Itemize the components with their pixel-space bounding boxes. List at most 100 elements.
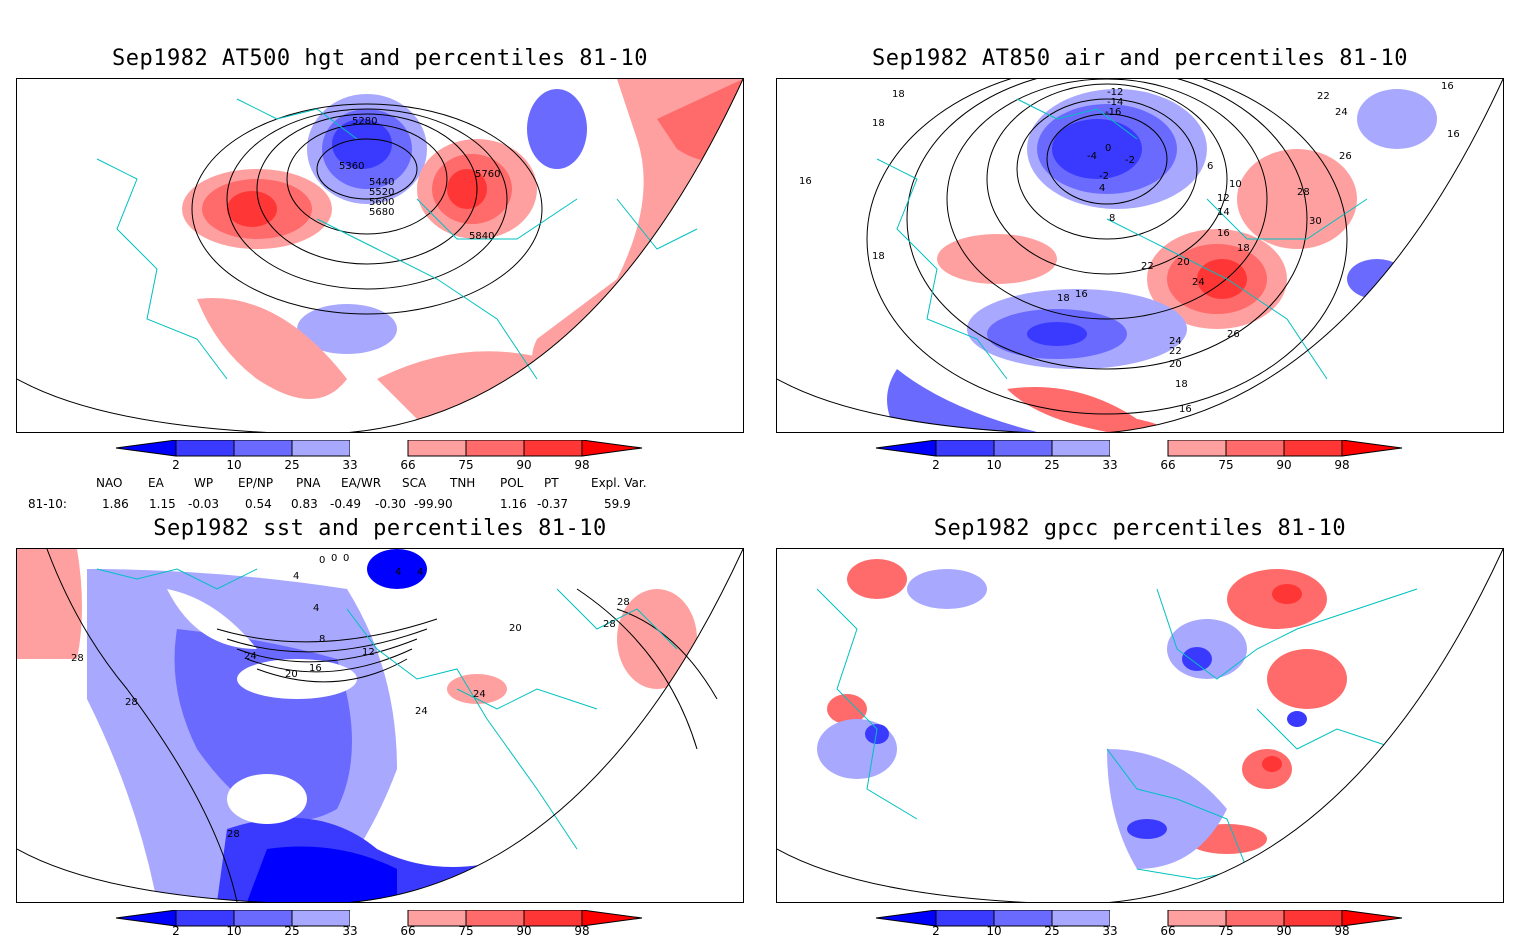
index-header: EA bbox=[148, 476, 164, 490]
contour-label: 0 bbox=[1105, 143, 1111, 154]
colorbar-tick: 25 bbox=[284, 458, 300, 472]
contour-label: 16 bbox=[1441, 81, 1454, 92]
panel-title-hgt500: Sep1982 AT500 hgt and percentiles 81-10 bbox=[111, 46, 649, 71]
colorbar-tick: 10 bbox=[986, 458, 1002, 472]
colorbar-swatches bbox=[875, 440, 1403, 457]
map-panel-gpcc bbox=[776, 548, 1504, 903]
colorbar-tick: 75 bbox=[458, 924, 474, 938]
colorbar-tick: 98 bbox=[1334, 458, 1350, 472]
contour-label: 26 bbox=[1227, 329, 1240, 340]
colorbar-tick: 10 bbox=[226, 924, 242, 938]
colorbar-tick: 90 bbox=[1276, 458, 1292, 472]
colorbar-tick: 90 bbox=[516, 924, 532, 938]
contour-label: -2 bbox=[1099, 171, 1109, 182]
index-value: 0.54 bbox=[245, 497, 272, 511]
colorbar-tick: 2 bbox=[932, 924, 940, 938]
colorbar-tick: 10 bbox=[986, 924, 1002, 938]
contour-label: 12 bbox=[362, 647, 375, 658]
contour-label: 28 bbox=[125, 697, 138, 708]
contour-label: 8 bbox=[1109, 213, 1115, 224]
colorbar-sst: 2 10 25 33 66 75 90 98 bbox=[114, 910, 644, 946]
contour-label: 16 bbox=[1217, 228, 1230, 239]
colorbar-swatches bbox=[115, 910, 643, 927]
contour-label: 5840 bbox=[469, 231, 494, 242]
index-row-label: 81-10: bbox=[28, 497, 67, 511]
contour-label: 4 bbox=[417, 567, 423, 578]
contour-label: 24 bbox=[473, 689, 486, 700]
colorbar-tick: 33 bbox=[342, 924, 358, 938]
contour-label: 16 bbox=[799, 176, 812, 187]
contour-label: 24 bbox=[1335, 107, 1348, 118]
contour-label: 24 bbox=[244, 651, 257, 662]
index-value: 0.83 bbox=[291, 497, 318, 511]
contour-label: 4 bbox=[1099, 183, 1105, 194]
colorbar-tick: 90 bbox=[1276, 924, 1292, 938]
contour-label: 5280 bbox=[352, 116, 377, 127]
colorbar-tick: 25 bbox=[1044, 924, 1060, 938]
contour-label: -12 bbox=[1107, 87, 1123, 98]
contour-label: -4 bbox=[1087, 151, 1097, 162]
contour-label: 28 bbox=[227, 829, 240, 840]
contour-label: 22 bbox=[1317, 91, 1330, 102]
contour-label: 18 bbox=[872, 118, 885, 129]
index-header: EP/NP bbox=[238, 476, 274, 490]
contour-label: 5360 bbox=[339, 161, 364, 172]
contour-label: -2 bbox=[1125, 155, 1135, 166]
colorbar-tick: 66 bbox=[400, 458, 416, 472]
contour-label: 0 bbox=[331, 553, 337, 564]
map-sst: 4 0 0 0 4 4 4 8 12 16 20 24 24 20 28 28 … bbox=[17, 549, 743, 902]
index-value: 59.9 bbox=[604, 497, 631, 511]
contour-label: 4 bbox=[395, 567, 401, 578]
index-value: -0.03 bbox=[188, 497, 220, 511]
colorbar-tick: 10 bbox=[226, 458, 242, 472]
contour-label: 16 bbox=[1179, 404, 1192, 415]
contour-label: 8 bbox=[319, 634, 325, 645]
index-value: -0.30 bbox=[375, 497, 407, 511]
index-value: -99.90 bbox=[414, 497, 453, 511]
contour-label: 6 bbox=[1207, 161, 1213, 172]
contour-label: 5680 bbox=[369, 207, 394, 218]
map-gpcc bbox=[777, 549, 1503, 902]
index-header: EA/WR bbox=[341, 476, 382, 490]
index-header: Expl. Var. bbox=[591, 476, 647, 490]
contour-label: 18 bbox=[1175, 379, 1188, 390]
map-panel-air850: 18 18 16 18 -12 -14 -16 -4 -2 0 -2 4 6 8… bbox=[776, 78, 1504, 433]
contour-label: 4 bbox=[293, 571, 299, 582]
contour-label: 5440 bbox=[369, 177, 394, 188]
index-header: POL bbox=[500, 476, 524, 490]
contour-label: 5520 bbox=[369, 187, 394, 198]
index-value: -0.37 bbox=[537, 497, 569, 511]
colorbar-tick: 98 bbox=[574, 458, 590, 472]
colorbar-air850: 2 10 25 33 66 75 90 98 bbox=[874, 440, 1404, 476]
colorbar-tick: 75 bbox=[458, 458, 474, 472]
colorbar-tick: 90 bbox=[516, 458, 532, 472]
map-panel-sst: 4 0 0 0 4 4 4 8 12 16 20 24 24 20 28 28 … bbox=[16, 548, 744, 903]
contour-label: 16 bbox=[309, 663, 322, 674]
contour-label: 5760 bbox=[475, 169, 500, 180]
contour-label: 28 bbox=[1297, 187, 1310, 198]
contour-label: 0 bbox=[319, 555, 325, 566]
contour-label: 18 bbox=[1237, 243, 1250, 254]
map-hgt500: 5280 5360 5440 5520 5600 5680 5760 5840 bbox=[17, 79, 743, 432]
colorbar-tick: 66 bbox=[400, 924, 416, 938]
index-header: NAO bbox=[96, 476, 123, 490]
panel-title-sst: Sep1982 sst and percentiles 81-10 bbox=[153, 516, 607, 541]
contour-label: 16 bbox=[1447, 129, 1460, 140]
contour-label: 18 bbox=[872, 251, 885, 262]
panel-title-air850: Sep1982 AT850 air and percentiles 81-10 bbox=[871, 46, 1409, 71]
contour-label: 28 bbox=[617, 597, 630, 608]
contour-label: 30 bbox=[1309, 216, 1322, 227]
colorbar-tick: 2 bbox=[172, 924, 180, 938]
index-header: SCA bbox=[402, 476, 427, 490]
colorbar-tick: 2 bbox=[172, 458, 180, 472]
colorbar-tick: 75 bbox=[1218, 924, 1234, 938]
index-value: 1.16 bbox=[500, 497, 527, 511]
contour-label: 10 bbox=[1229, 179, 1242, 190]
colorbar-tick: 98 bbox=[1334, 924, 1350, 938]
colorbar-tick: 75 bbox=[1218, 458, 1234, 472]
contour-label: 0 bbox=[343, 553, 349, 564]
contour-label: 18 bbox=[1057, 293, 1070, 304]
map-air850: 18 18 16 18 -12 -14 -16 -4 -2 0 -2 4 6 8… bbox=[777, 79, 1503, 432]
contour-label: 5600 bbox=[369, 197, 394, 208]
contour-label: 28 bbox=[603, 619, 616, 630]
